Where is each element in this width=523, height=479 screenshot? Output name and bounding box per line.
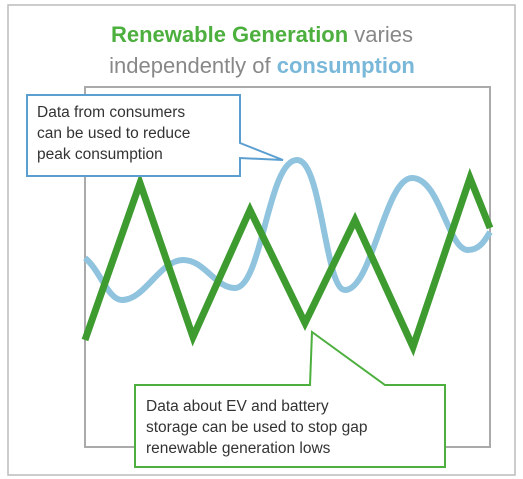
title-line-2: independently of consumption (109, 53, 415, 78)
callout-text: can be used to reduce (37, 125, 190, 142)
callout-text: peak consumption (37, 146, 163, 163)
title-line-1: Renewable Generation varies (111, 22, 413, 47)
callout-consumers (26, 94, 284, 177)
callout-text: Data from consumers (37, 104, 185, 121)
callout-text: renewable generation lows (146, 440, 331, 457)
generation-zigzag (81, 167, 494, 357)
callout-storage (134, 330, 446, 468)
title-green: Renewable Generation (111, 22, 348, 47)
title-blue: consumption (277, 53, 415, 78)
title-gray: varies (348, 22, 413, 47)
callout-text: Data about EV and battery (146, 398, 329, 415)
title-gray: independently of (109, 53, 277, 78)
consumption-wave (82, 156, 493, 304)
callout-text: storage can be used to stop gap (146, 419, 367, 436)
